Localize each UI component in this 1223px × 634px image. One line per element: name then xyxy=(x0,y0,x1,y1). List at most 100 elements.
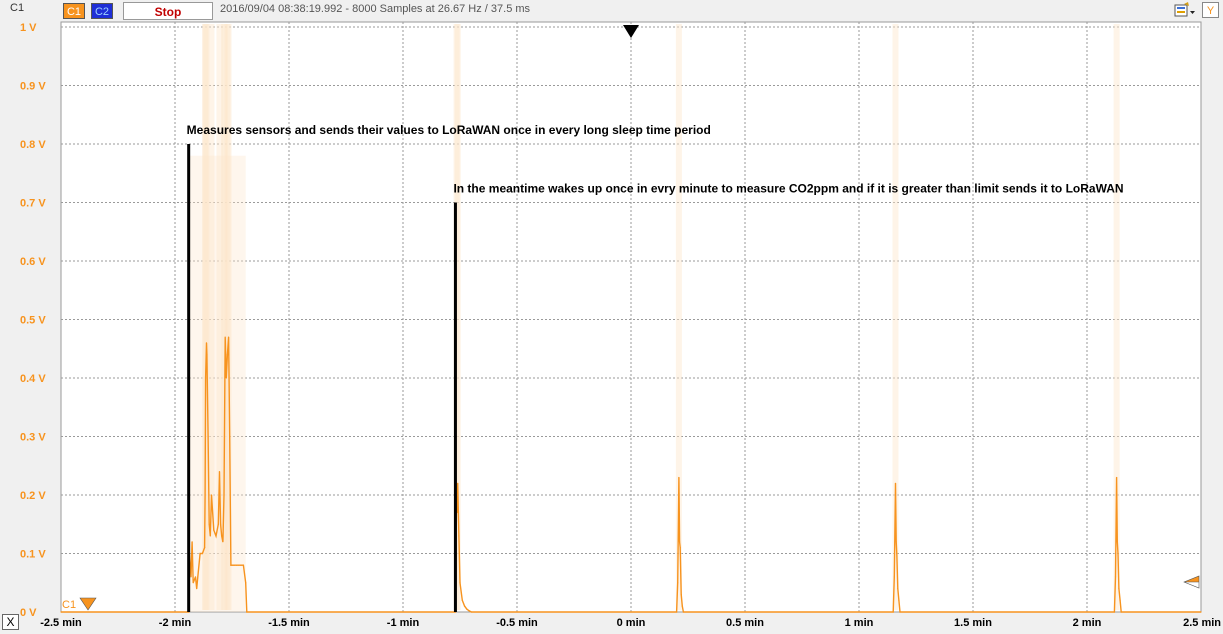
data-point xyxy=(213,529,215,531)
data-point xyxy=(892,611,894,613)
data-point xyxy=(206,354,208,356)
x-tick-label: 0 min xyxy=(617,617,646,629)
x-tick-label: -2 min xyxy=(159,617,192,629)
data-point xyxy=(235,564,238,566)
toolbar: C1 C1 C2 Stop 2016/09/04 08:38:19.992 - … xyxy=(0,0,1223,22)
data-point xyxy=(208,523,210,525)
data-point xyxy=(230,564,232,566)
channel-2-button[interactable]: C2 xyxy=(91,3,113,19)
data-point xyxy=(899,611,901,613)
x-tick-label: 1 min xyxy=(845,617,874,629)
data-point xyxy=(218,471,221,473)
data-point xyxy=(461,599,463,601)
x-tick-label: 2 min xyxy=(1073,617,1102,629)
y-axis-button[interactable]: Y xyxy=(1202,2,1219,18)
data-point xyxy=(233,564,235,566)
data-point xyxy=(245,582,247,584)
y-tick-label: 0.4 V xyxy=(20,373,46,385)
data-point xyxy=(1118,588,1120,590)
data-point xyxy=(209,535,211,537)
x-tick-label: 2.5 min xyxy=(1183,617,1221,629)
data-point xyxy=(458,535,460,537)
data-point xyxy=(680,593,682,596)
x-tick-label: -0.5 min xyxy=(496,617,538,629)
y-tick-label: 0.3 V xyxy=(20,432,46,444)
trace-envelope-band xyxy=(203,24,210,610)
data-point xyxy=(223,494,225,496)
data-point xyxy=(896,552,898,555)
trace-envelope-band xyxy=(222,24,229,610)
trace-envelope-band xyxy=(216,24,223,610)
data-point xyxy=(1113,611,1115,613)
y-tick-label: 0.7 V xyxy=(20,198,46,210)
trigger-marker-icon xyxy=(623,25,639,38)
annotations: Measures sensors and sends their values … xyxy=(187,123,1124,612)
data-point xyxy=(204,547,206,549)
acquisition-info: 2016/09/04 08:38:19.992 - 8000 Samples a… xyxy=(220,3,531,15)
y-tick-label: 0 V xyxy=(20,607,37,619)
y-tick-label: 0.9 V xyxy=(20,81,46,93)
y-tick-label: 0.2 V xyxy=(20,490,46,502)
data-point xyxy=(468,610,470,612)
data-point xyxy=(677,582,679,584)
data-point xyxy=(679,547,681,549)
trace-envelope-band xyxy=(1113,24,1120,610)
data-point xyxy=(191,541,193,543)
data-point xyxy=(199,552,201,555)
channel-marker-label: C1 xyxy=(62,599,76,611)
y-tick-label: 0.8 V xyxy=(20,139,46,151)
data-point xyxy=(1119,599,1121,601)
data-point xyxy=(1116,541,1118,543)
trace-envelope-band xyxy=(224,24,231,610)
trace-envelope-band xyxy=(188,155,246,612)
data-point xyxy=(678,476,680,479)
data-point xyxy=(220,523,222,525)
x-tick-label: -1.5 min xyxy=(268,617,310,629)
y-tick-label: 0.5 V xyxy=(20,315,46,327)
data-point xyxy=(466,608,468,610)
data-point xyxy=(222,541,224,543)
y-tick-label: 1 V xyxy=(20,22,37,34)
data-point xyxy=(194,576,197,578)
data-point xyxy=(192,582,194,584)
x-tick-label: -1 min xyxy=(387,617,420,629)
x-tick-label: 1.5 min xyxy=(954,617,992,629)
scope-settings-icon[interactable] xyxy=(1174,2,1196,19)
trace-series xyxy=(60,336,1202,613)
data-point xyxy=(201,552,203,555)
data-point xyxy=(207,435,209,438)
channel-1-button[interactable]: C1 xyxy=(63,3,85,19)
data-point xyxy=(678,541,681,543)
data-point xyxy=(238,564,240,566)
data-point xyxy=(224,336,226,338)
markers: C1 xyxy=(62,25,1200,611)
data-point xyxy=(682,611,685,613)
channel-marker-icon xyxy=(79,597,97,611)
level-marker-icon xyxy=(1183,575,1200,589)
data-point xyxy=(205,342,208,344)
trace-envelope-band xyxy=(225,24,232,610)
data-point xyxy=(897,588,899,590)
data-point xyxy=(204,494,206,496)
channel-label: C1 xyxy=(10,2,25,14)
x-axis-button[interactable]: X xyxy=(2,614,19,630)
data-point xyxy=(226,354,229,356)
x-tick-label: -2.5 min xyxy=(40,617,82,629)
data-point xyxy=(1200,611,1202,613)
stop-button[interactable]: Stop xyxy=(123,2,213,20)
data-point xyxy=(246,611,248,613)
data-point xyxy=(196,588,198,590)
data-point xyxy=(470,611,472,613)
trace-envelope-band xyxy=(202,24,209,610)
data-point xyxy=(227,336,230,338)
data-point xyxy=(459,582,461,584)
trace-envelope-band xyxy=(892,24,899,610)
data-point xyxy=(240,564,242,566)
annotation-text: In the meantime wakes up once in evry mi… xyxy=(453,182,1123,196)
y-tick-label: 0.6 V xyxy=(20,256,46,268)
trace-envelope-band xyxy=(202,24,209,610)
trace-envelope-band xyxy=(221,24,228,610)
data-point xyxy=(681,605,683,607)
data-point xyxy=(232,564,234,566)
